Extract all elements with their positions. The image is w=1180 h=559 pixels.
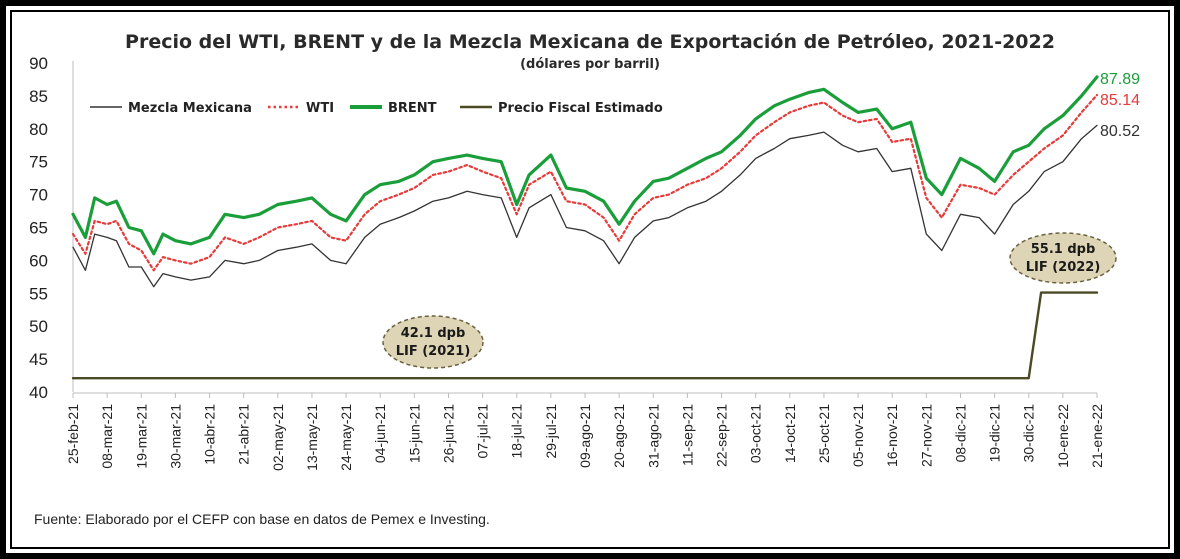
x-tick-label: 09-ago-21 (577, 404, 593, 468)
x-tick-label: 08-dic-21 (952, 404, 968, 463)
legend-label-wti: WTI (306, 101, 334, 116)
series-line-fiscal (71, 291, 1099, 380)
x-tick-label: 30-dic-21 (1021, 404, 1037, 463)
series-line-brent (71, 75, 1099, 256)
x-tick-label: 22-sep-21 (714, 404, 730, 467)
x-tick-label: 16-nov-21 (884, 404, 900, 467)
annotation-lif-2022-label: LIF (2022) (1026, 260, 1101, 275)
x-tick-label: 05-nov-21 (850, 404, 866, 467)
y-tick-label: 90 (29, 54, 48, 73)
x-tick-label: 07-jul-21 (475, 404, 491, 459)
y-tick-label: 55 (29, 284, 48, 303)
x-tick-label: 20-ago-21 (611, 404, 627, 468)
series-line-mezcla (72, 124, 1098, 288)
x-tick-label: 03-oct-21 (748, 404, 764, 463)
series-line-wti (71, 93, 1099, 272)
y-tick-label: 40 (29, 383, 48, 402)
chart-title: Precio del WTI, BRENT y de la Mezcla Mex… (125, 31, 1055, 53)
end-labels: 87.89 85.14 80.52 (1100, 71, 1140, 140)
annotation-lif-2022-bubble (1009, 232, 1117, 284)
chart-subtitle: (dólares por barril) (520, 57, 660, 72)
y-tick-label: 85 (29, 87, 48, 106)
inner-frame (10, 10, 1170, 549)
annotation-lif-2022-value: 55.1 dpb (1031, 242, 1096, 257)
y-tick-label: 70 (29, 186, 48, 205)
x-tick-label: 19-dic-21 (987, 404, 1003, 463)
annotation-lif-2021: 42.1 dpb LIF (2021) (382, 315, 484, 369)
end-label-wti: 85.14 (1100, 92, 1140, 109)
annotation-lif-2021-bubble (382, 315, 484, 369)
x-tick-label: 25-feb-21 (65, 404, 81, 464)
end-label-brent: 87.89 (1100, 71, 1140, 88)
x-tick-label: 29-jul-21 (543, 404, 559, 459)
y-tick-label: 65 (29, 219, 48, 238)
legend-label-mezcla: Mezcla Mexicana (128, 101, 252, 116)
x-tick-label: 14-oct-21 (782, 404, 798, 463)
y-tick-label: 80 (29, 120, 48, 139)
x-tick-label: 11-sep-21 (679, 404, 695, 466)
plot-area (71, 75, 1099, 380)
y-tick-label: 60 (29, 251, 48, 270)
x-tick-label: 21-ene-22 (1089, 404, 1105, 468)
x-tick-label: 10-abr-21 (202, 404, 218, 465)
annotation-lif-2021-label: LIF (2021) (396, 344, 471, 359)
x-tick-label: 04-jun-21 (372, 404, 388, 463)
legend: Mezcla Mexicana WTI BRENT Precio Fiscal … (90, 101, 663, 116)
x-tick-label: 26-jun-21 (440, 404, 456, 463)
x-tick-label: 21-abr-21 (236, 404, 252, 465)
legend-label-brent: BRENT (388, 101, 437, 116)
x-tick-label: 15-jun-21 (406, 404, 422, 463)
x-tick-label: 30-mar-21 (167, 404, 183, 469)
y-tick-label: 75 (29, 153, 48, 172)
annotation-lif-2021-value: 42.1 dpb (401, 326, 466, 341)
source-note: Fuente: Elaborado por el CEFP con base e… (34, 511, 490, 527)
y-tick-label: 50 (29, 317, 48, 336)
x-tick-label: 13-may-21 (304, 404, 320, 471)
y-tick-label: 45 (29, 350, 48, 369)
x-tick-label: 24-may-21 (338, 404, 354, 471)
x-tick-label: 25-oct-21 (816, 404, 832, 463)
y-axis: 40 45 50 55 60 65 70 75 80 85 90 (29, 54, 74, 402)
x-tick-label: 19-mar-21 (133, 404, 149, 469)
annotation-lif-2022: 55.1 dpb LIF (2022) (1009, 232, 1117, 284)
end-label-mezcla: 80.52 (1100, 123, 1140, 140)
x-axis: 25-feb-21 08-mar-21 19-mar-21 30-mar-21 10-a… (65, 392, 1105, 471)
x-tick-label: 27-nov-21 (918, 404, 934, 467)
x-tick-label: 02-may-21 (270, 404, 286, 471)
legend-label-fiscal: Precio Fiscal Estimado (498, 101, 663, 116)
x-tick-label: 18-jul-21 (509, 404, 525, 459)
x-tick-label: 08-mar-21 (99, 404, 115, 469)
x-tick-label: 31-ago-21 (645, 404, 661, 468)
x-tick-label: 10-ene-22 (1055, 404, 1071, 468)
